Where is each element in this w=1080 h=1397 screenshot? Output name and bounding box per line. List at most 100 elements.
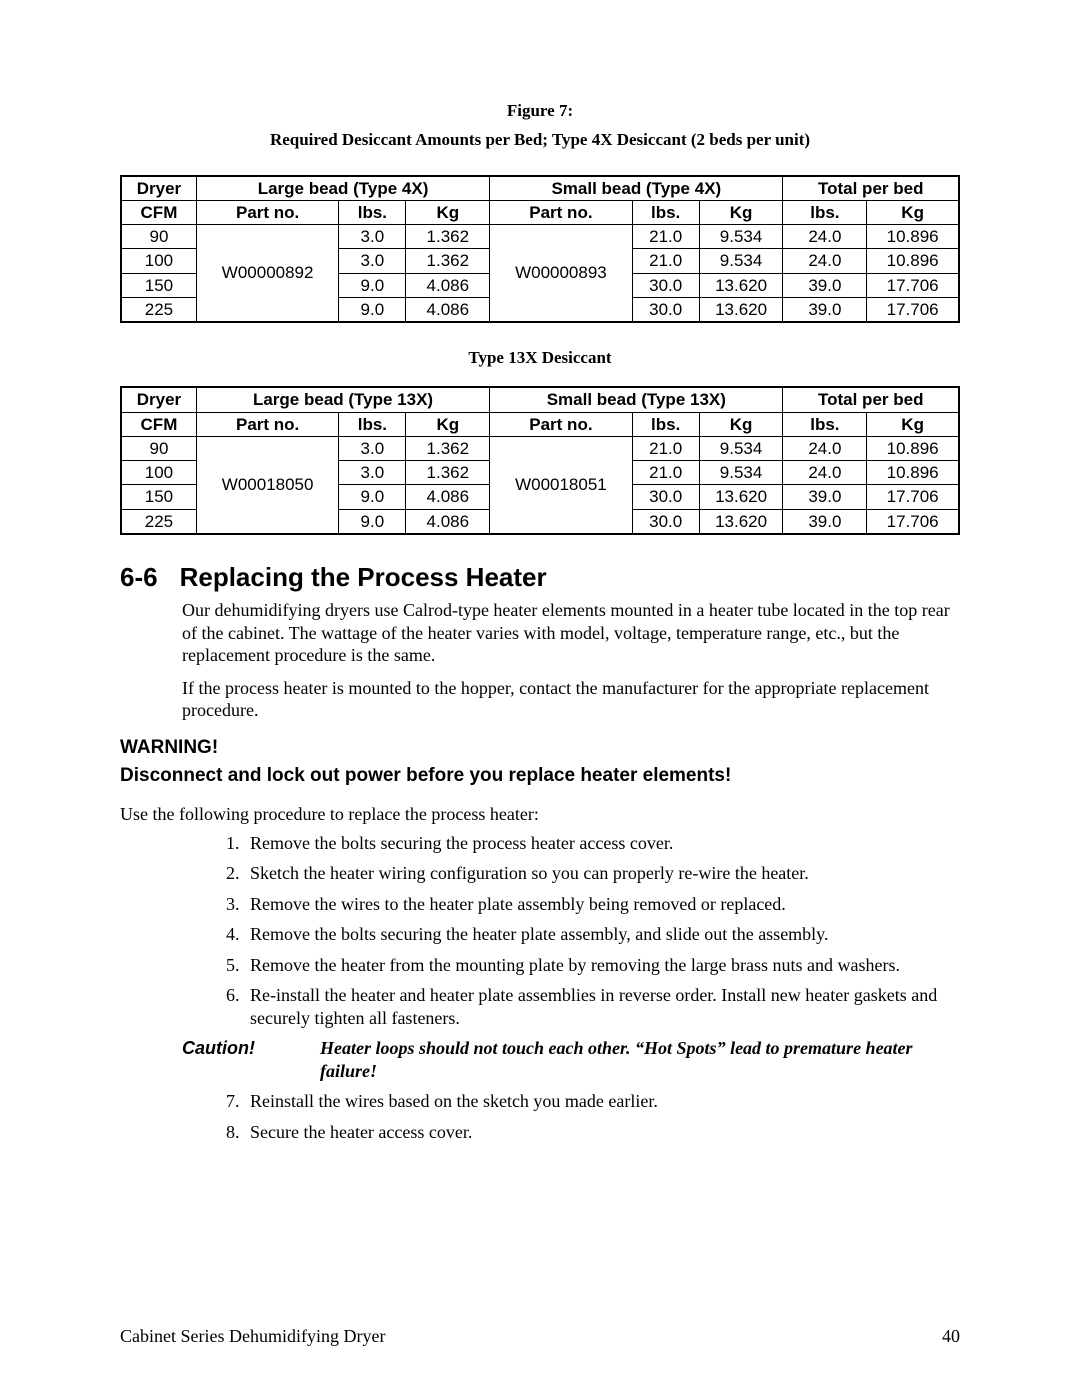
cfm: 90 (121, 225, 196, 249)
s-kg: 13.620 (699, 485, 783, 509)
t-kg: 10.896 (867, 225, 959, 249)
l-kg: 4.086 (406, 273, 490, 297)
list-item: Remove the bolts securing the process he… (244, 832, 960, 855)
hdr-partno: Part no. (490, 200, 632, 224)
hdr-lbs: lbs. (632, 200, 699, 224)
hdr-kg: Kg (867, 412, 959, 436)
l-kg: 1.362 (406, 436, 490, 460)
s-lbs: 30.0 (632, 297, 699, 322)
caution-label: Caution! (182, 1037, 320, 1082)
l-kg: 4.086 (406, 509, 490, 534)
t-lbs: 39.0 (783, 485, 867, 509)
cfm: 225 (121, 297, 196, 322)
table-row: 90 W00018050 3.0 1.362 W00018051 21.0 9.… (121, 436, 959, 460)
warning-subheading: Disconnect and lock out power before you… (120, 764, 960, 788)
list-item: Sketch the heater wiring configuration s… (244, 862, 960, 885)
s-kg: 13.620 (699, 273, 783, 297)
page-footer: Cabinet Series Dehumidifying Dryer 40 (120, 1325, 960, 1348)
t-kg: 17.706 (867, 485, 959, 509)
section-heading: 6-6 Replacing the Process Heater (120, 561, 960, 594)
list-item: Remove the wires to the heater plate ass… (244, 893, 960, 916)
cfm: 100 (121, 461, 196, 485)
cfm: 150 (121, 485, 196, 509)
hdr-kg: Kg (406, 412, 490, 436)
l-kg: 1.362 (406, 461, 490, 485)
s-lbs: 30.0 (632, 273, 699, 297)
t-lbs: 39.0 (783, 509, 867, 534)
cfm: 150 (121, 273, 196, 297)
figure-caption: Required Desiccant Amounts per Bed; Type… (120, 129, 960, 150)
hdr-kg: Kg (867, 200, 959, 224)
list-item: Remove the heater from the mounting plat… (244, 954, 960, 977)
list-item: Secure the heater access cover. (244, 1121, 960, 1144)
large-partno: W00018050 (196, 436, 338, 534)
hdr-cfm: CFM (121, 200, 196, 224)
l-lbs: 9.0 (339, 509, 406, 534)
section-title: Replacing the Process Heater (180, 562, 547, 592)
caution-block: Caution! Heater loops should not touch e… (182, 1037, 960, 1082)
cfm: 90 (121, 436, 196, 460)
l-lbs: 3.0 (339, 436, 406, 460)
s-kg: 9.534 (699, 461, 783, 485)
figure-label: Figure 7: (120, 100, 960, 121)
t-lbs: 24.0 (783, 436, 867, 460)
s-kg: 9.534 (699, 225, 783, 249)
hdr-partno: Part no. (196, 412, 338, 436)
footer-title: Cabinet Series Dehumidifying Dryer (120, 1325, 385, 1348)
l-lbs: 3.0 (339, 249, 406, 273)
l-kg: 4.086 (406, 485, 490, 509)
cfm: 225 (121, 509, 196, 534)
hdr-total: Total per bed (783, 387, 959, 412)
hdr-kg: Kg (406, 200, 490, 224)
s-lbs: 21.0 (632, 436, 699, 460)
warning-heading: WARNING! (120, 736, 960, 760)
t-kg: 10.896 (867, 436, 959, 460)
t-lbs: 24.0 (783, 249, 867, 273)
list-item: Re-install the heater and heater plate a… (244, 984, 960, 1029)
t-kg: 10.896 (867, 461, 959, 485)
t-lbs: 39.0 (783, 297, 867, 322)
hdr-kg: Kg (699, 412, 783, 436)
s-lbs: 30.0 (632, 485, 699, 509)
hdr-lbs: lbs. (632, 412, 699, 436)
s-lbs: 30.0 (632, 509, 699, 534)
l-lbs: 9.0 (339, 273, 406, 297)
list-item: Reinstall the wires based on the sketch … (244, 1090, 960, 1113)
caution-text: Heater loops should not touch each other… (320, 1037, 960, 1082)
section-paragraph-1: Our dehumidifying dryers use Calrod-type… (182, 599, 960, 667)
hdr-total: Total per bed (783, 176, 959, 201)
hdr-large-4x: Large bead (Type 4X) (196, 176, 489, 201)
table-row: 90 W00000892 3.0 1.362 W00000893 21.0 9.… (121, 225, 959, 249)
s-lbs: 21.0 (632, 225, 699, 249)
l-lbs: 3.0 (339, 225, 406, 249)
sub-caption-13x: Type 13X Desiccant (120, 347, 960, 368)
t-lbs: 39.0 (783, 273, 867, 297)
s-kg: 13.620 (699, 509, 783, 534)
l-lbs: 9.0 (339, 297, 406, 322)
s-kg: 9.534 (699, 436, 783, 460)
large-partno: W00000892 (196, 225, 338, 323)
t-lbs: 24.0 (783, 461, 867, 485)
l-kg: 4.086 (406, 297, 490, 322)
small-partno: W00018051 (490, 436, 632, 534)
small-partno: W00000893 (490, 225, 632, 323)
hdr-lbs: lbs. (783, 412, 867, 436)
l-kg: 1.362 (406, 249, 490, 273)
hdr-lbs: lbs. (339, 200, 406, 224)
hdr-dryer: Dryer (121, 387, 196, 412)
t-kg: 10.896 (867, 249, 959, 273)
hdr-partno: Part no. (490, 412, 632, 436)
l-kg: 1.362 (406, 225, 490, 249)
hdr-small-13x: Small bead (Type 13X) (490, 387, 783, 412)
section-paragraph-2: If the process heater is mounted to the … (182, 677, 960, 722)
t-kg: 17.706 (867, 273, 959, 297)
procedure-steps: Remove the bolts securing the process he… (222, 832, 960, 1030)
list-item: Remove the bolts securing the heater pla… (244, 923, 960, 946)
section-number: 6-6 (120, 561, 158, 594)
procedure-lead: Use the following procedure to replace t… (120, 803, 960, 826)
hdr-partno: Part no. (196, 200, 338, 224)
l-lbs: 3.0 (339, 461, 406, 485)
l-lbs: 9.0 (339, 485, 406, 509)
hdr-cfm: CFM (121, 412, 196, 436)
s-lbs: 21.0 (632, 249, 699, 273)
